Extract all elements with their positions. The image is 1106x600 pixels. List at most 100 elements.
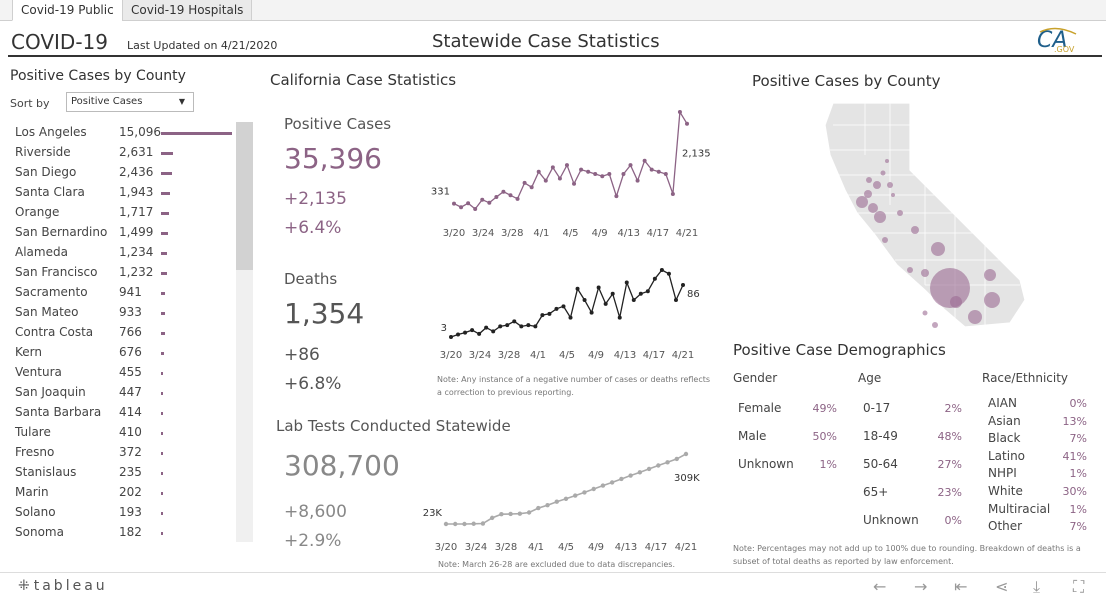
lab-tests-point[interactable] xyxy=(683,451,689,457)
positive-cases-point[interactable] xyxy=(670,191,675,196)
positive-cases-chart[interactable]: 3/20 3/24 3/28 4/1 4/5 4/9 4/13 4/17 4/21 331 2,13… xyxy=(425,105,725,245)
deaths-point[interactable] xyxy=(498,324,503,329)
deaths-point[interactable] xyxy=(463,330,468,335)
deaths-point[interactable] xyxy=(617,315,622,320)
lab-tests-point[interactable] xyxy=(600,483,606,488)
positive-cases-point[interactable] xyxy=(607,172,612,177)
positive-cases-point[interactable] xyxy=(663,172,668,177)
county-row[interactable]: Sonoma 182 xyxy=(0,522,236,542)
deaths-chart[interactable]: 3/20 3/24 3/28 4/1 4/5 4/9 4/13 4/17 4/21 3 86 xyxy=(425,262,725,367)
deaths-point[interactable] xyxy=(631,298,636,303)
deaths-point[interactable] xyxy=(547,311,552,316)
deaths-point[interactable] xyxy=(477,331,482,336)
lab-tests-point[interactable] xyxy=(526,510,532,515)
lab-tests-point[interactable] xyxy=(471,521,476,526)
positive-cases-point[interactable] xyxy=(557,176,562,181)
fullscreen-icon[interactable]: ⛶ xyxy=(1073,577,1085,596)
positive-cases-point[interactable] xyxy=(452,201,456,206)
positive-cases-point[interactable] xyxy=(515,196,520,201)
positive-cases-point[interactable] xyxy=(572,181,577,186)
positive-cases-point[interactable] xyxy=(459,205,464,210)
positive-cases-point[interactable] xyxy=(635,178,640,183)
county-row[interactable]: San Francisco 1,232 xyxy=(0,262,236,282)
county-list-scroll-thumb[interactable] xyxy=(236,122,253,270)
lab-tests-point[interactable] xyxy=(573,493,578,498)
positive-cases-point[interactable] xyxy=(649,167,654,172)
county-row[interactable]: Santa Clara 1,943 xyxy=(0,182,236,202)
county-row[interactable]: San Diego 2,436 xyxy=(0,162,236,182)
positive-cases-point[interactable] xyxy=(642,158,647,163)
deaths-point[interactable] xyxy=(681,283,685,288)
positive-cases-point[interactable] xyxy=(579,167,584,172)
positive-cases-point[interactable] xyxy=(564,163,569,168)
deaths-point[interactable] xyxy=(533,324,538,329)
county-row[interactable]: Kern 676 xyxy=(0,342,236,362)
county-row[interactable]: Stanislaus 235 xyxy=(0,462,236,482)
deaths-point[interactable] xyxy=(624,280,629,285)
tableau-logo[interactable]: ⁜ tableau xyxy=(18,578,108,594)
deaths-point[interactable] xyxy=(582,298,587,303)
deaths-point[interactable] xyxy=(603,301,608,306)
lab-tests-point[interactable] xyxy=(619,476,624,482)
deaths-point[interactable] xyxy=(673,298,678,303)
lab-tests-point[interactable] xyxy=(517,511,523,516)
download-icon[interactable]: ⤓ xyxy=(1033,577,1041,596)
deaths-point[interactable] xyxy=(652,276,657,281)
county-row[interactable]: Santa Barbara 414 xyxy=(0,402,236,422)
positive-cases-point[interactable] xyxy=(501,189,506,194)
deaths-point[interactable] xyxy=(575,286,580,291)
revert-icon[interactable]: ⇤ xyxy=(954,577,968,596)
county-row[interactable]: Contra Costa 766 xyxy=(0,322,236,342)
county-row[interactable]: Alameda 1,234 xyxy=(0,242,236,262)
ca-gov-logo[interactable]: CA .GOV xyxy=(1036,26,1080,54)
lab-tests-point[interactable] xyxy=(489,515,495,521)
positive-cases-point[interactable] xyxy=(600,174,605,179)
county-list[interactable]: Los Angeles 15,096 Riverside 2,631 San Diego… xyxy=(0,122,236,542)
deaths-point[interactable] xyxy=(659,268,664,272)
positive-cases-point[interactable] xyxy=(543,178,548,183)
positive-cases-point[interactable] xyxy=(677,110,682,114)
lab-tests-point[interactable] xyxy=(554,499,559,504)
lab-tests-chart[interactable]: 3/20 3/24 3/28 4/1 4/5 4/9 4/13 4/17 4/21 23K 309K xyxy=(420,440,720,555)
county-row[interactable]: Tulare 410 xyxy=(0,422,236,442)
lab-tests-point[interactable] xyxy=(462,521,467,527)
positive-cases-point[interactable] xyxy=(536,169,541,174)
undo-icon[interactable]: ← xyxy=(873,577,887,596)
deaths-point[interactable] xyxy=(638,291,643,296)
lab-tests-point[interactable] xyxy=(591,486,596,492)
positive-cases-point[interactable] xyxy=(522,180,527,185)
deaths-point[interactable] xyxy=(666,271,671,276)
lab-tests-point[interactable] xyxy=(582,490,587,495)
positive-cases-point[interactable] xyxy=(550,165,555,170)
lab-tests-point[interactable] xyxy=(545,502,550,508)
positive-cases-point[interactable] xyxy=(529,185,534,190)
county-row[interactable]: Riverside 2,631 xyxy=(0,142,236,162)
county-row[interactable]: San Mateo 933 xyxy=(0,302,236,322)
deaths-point[interactable] xyxy=(449,335,453,339)
deaths-point[interactable] xyxy=(554,306,559,311)
positive-cases-point[interactable] xyxy=(586,169,591,174)
lab-tests-point[interactable] xyxy=(443,521,449,527)
deaths-point[interactable] xyxy=(596,285,601,290)
county-row[interactable]: Solano 193 xyxy=(0,502,236,522)
county-row[interactable]: San Bernardino 1,499 xyxy=(0,222,236,242)
lab-tests-point[interactable] xyxy=(656,463,661,468)
positive-cases-point[interactable] xyxy=(593,172,598,177)
share-icon[interactable]: ⋖ xyxy=(995,577,1009,596)
lab-tests-point[interactable] xyxy=(628,473,633,478)
county-row[interactable]: Fresno 372 xyxy=(0,442,236,462)
lab-tests-point[interactable] xyxy=(536,505,541,511)
lab-tests-point[interactable] xyxy=(674,456,679,462)
lab-tests-point[interactable] xyxy=(453,521,458,527)
deaths-point[interactable] xyxy=(526,323,531,328)
deaths-point[interactable] xyxy=(456,332,461,337)
county-row[interactable]: Los Angeles 15,096 xyxy=(0,122,236,142)
positive-cases-point[interactable] xyxy=(473,207,478,211)
tab-covid-hospitals[interactable]: Covid-19 Hospitals xyxy=(122,0,253,21)
county-row[interactable]: Sacramento 941 xyxy=(0,282,236,302)
lab-tests-point[interactable] xyxy=(563,496,569,501)
deaths-point[interactable] xyxy=(610,291,615,296)
positive-cases-point[interactable] xyxy=(494,195,499,200)
deaths-point[interactable] xyxy=(491,329,496,334)
county-row[interactable]: Marin 202 xyxy=(0,482,236,502)
